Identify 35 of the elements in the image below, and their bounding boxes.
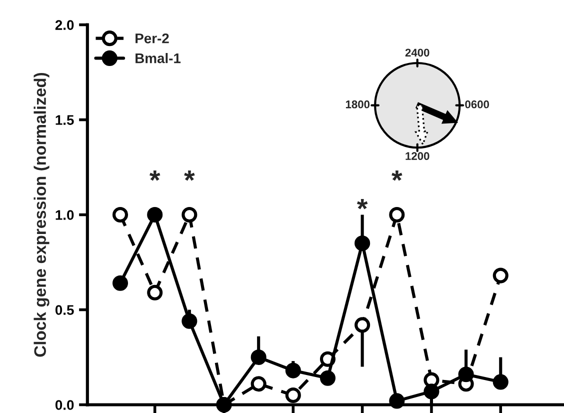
point — [182, 313, 198, 329]
y-tick-label: 1.0 — [56, 210, 74, 220]
legend-label: Per-2 — [136, 33, 169, 44]
y-axis-title: Clock gene expression (normalized) — [34, 72, 50, 357]
point — [354, 317, 370, 333]
point — [182, 206, 198, 223]
point — [424, 384, 440, 400]
data-label: * — [150, 170, 160, 181]
point — [320, 370, 336, 386]
data-label: * — [184, 170, 195, 181]
point — [147, 284, 163, 300]
y-tick-label: 1.5 — [56, 115, 74, 125]
y-tick-label: 0.5 — [55, 305, 74, 315]
point — [147, 206, 163, 223]
point — [112, 275, 128, 291]
point — [285, 362, 301, 378]
point — [492, 374, 508, 390]
point — [389, 393, 405, 409]
point — [250, 376, 266, 392]
point — [389, 206, 405, 223]
annotation: 0600 — [465, 100, 489, 108]
data-label: * — [356, 198, 368, 210]
point — [250, 349, 266, 366]
point — [354, 235, 370, 252]
point — [112, 206, 128, 223]
point — [492, 268, 508, 284]
point — [458, 366, 474, 382]
point — [285, 387, 301, 404]
y-tick-label: 0.0 — [55, 400, 74, 410]
annotation: 1200 — [406, 152, 430, 160]
annotation: 2400 — [405, 48, 430, 57]
annotation: 1800 — [346, 100, 370, 108]
legend-label: Bmal-1 — [136, 53, 181, 64]
y-tick-label: 2.0 — [55, 20, 74, 30]
data-label: * — [392, 170, 402, 181]
